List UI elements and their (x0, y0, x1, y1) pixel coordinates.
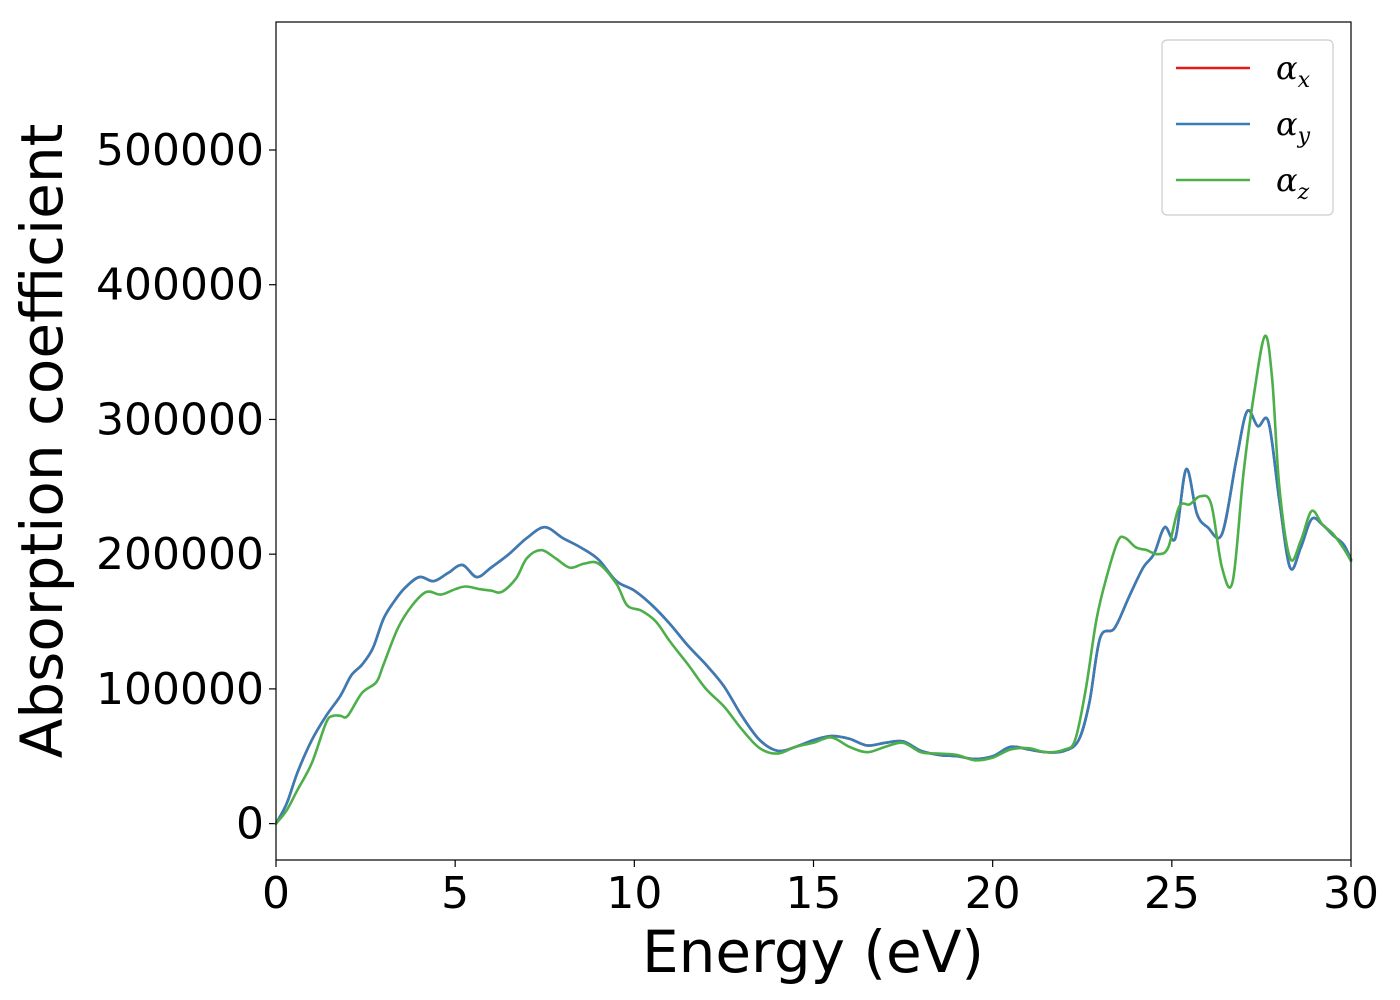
y-tick-label: 300000 (96, 394, 264, 445)
x-tick-label: 5 (441, 868, 469, 919)
x-axis-label: Energy (eV) (642, 918, 984, 986)
y-tick-label: 200000 (96, 529, 264, 580)
x-axis-ticks: 0 5 10 15 20 25 30 (262, 860, 1379, 919)
series-lines (274, 334, 1353, 825)
x-tick-label: 0 (262, 868, 290, 919)
legend-label-z: αz (1276, 161, 1310, 205)
y-axis-label: Absorption coefficient (8, 124, 76, 759)
y-tick-label: 400000 (96, 260, 264, 311)
y-tick-label: 100000 (96, 664, 264, 715)
series-line-z (274, 334, 1353, 825)
x-tick-label: 15 (786, 868, 842, 919)
legend: αx αy αz (1161, 39, 1334, 216)
x-tick-label: 10 (606, 868, 662, 919)
legend-label-y: αy (1276, 105, 1311, 149)
y-axis-ticks: 0 100000 200000 300000 400000 500000 (96, 125, 276, 850)
series-line-y (274, 409, 1353, 825)
x-tick-label: 20 (965, 868, 1021, 919)
plot-frame (275, 21, 1352, 861)
x-tick-label: 25 (1144, 868, 1200, 919)
legend-box (1161, 39, 1334, 216)
y-tick-label: 0 (236, 799, 264, 850)
x-tick-label: 30 (1323, 868, 1379, 919)
y-tick-label: 500000 (96, 125, 264, 176)
legend-label-x: αx (1276, 49, 1311, 93)
